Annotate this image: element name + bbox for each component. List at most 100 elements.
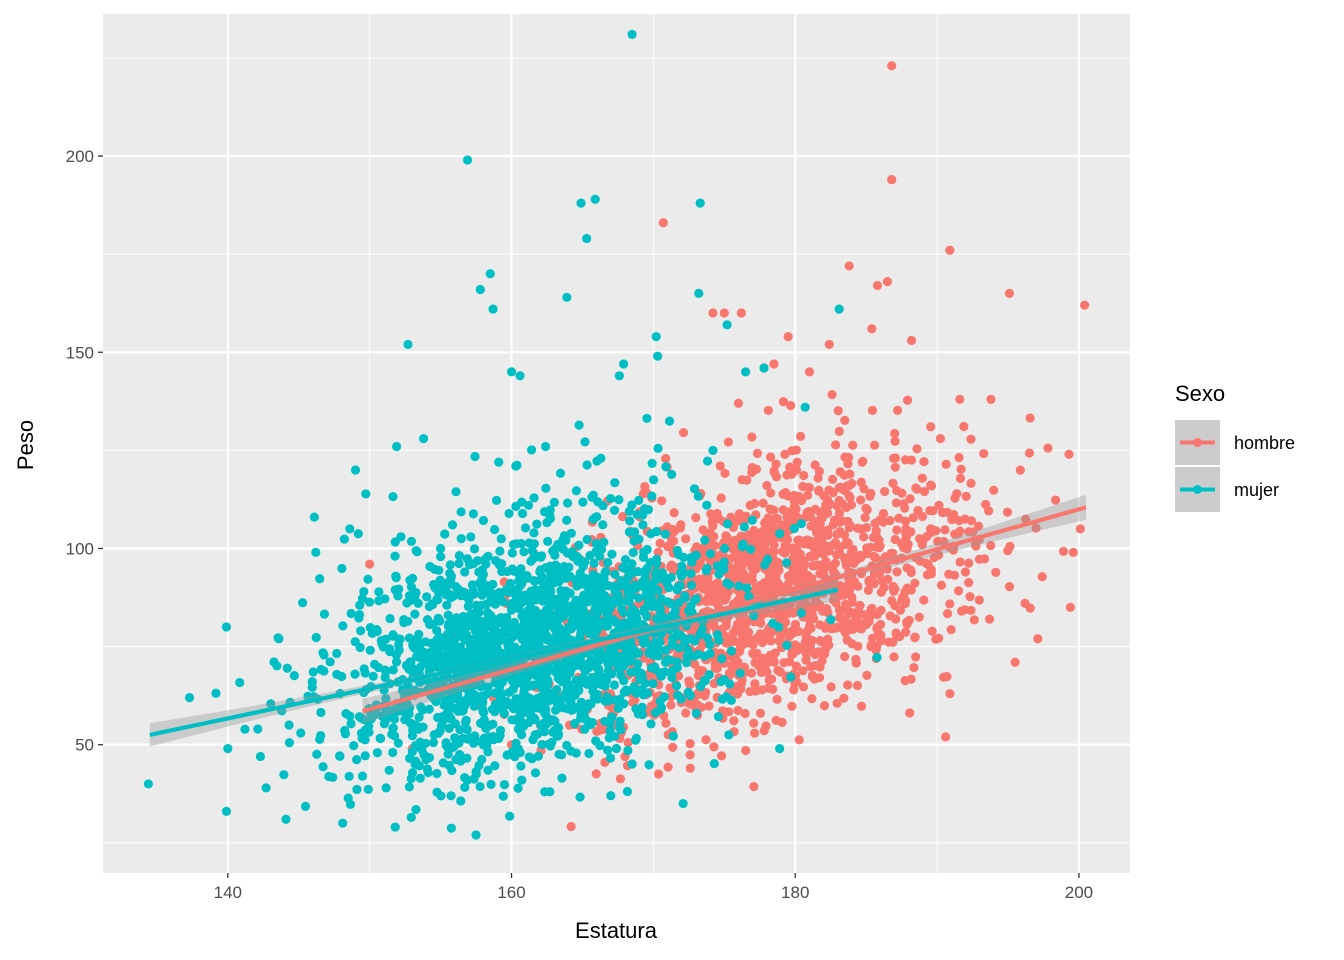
point-mujer	[614, 624, 624, 635]
point-hombre	[714, 514, 724, 524]
point-hombre	[665, 540, 675, 551]
point-mujer	[296, 728, 306, 738]
point-hombre	[761, 721, 771, 731]
point-mujer	[388, 747, 398, 758]
point-hombre	[799, 539, 810, 549]
point-mujer	[353, 529, 363, 539]
point-hombre	[902, 544, 912, 554]
point-mujer	[598, 650, 608, 660]
point-mujer	[384, 765, 394, 775]
point-hombre	[1004, 582, 1015, 592]
point-mujer	[478, 515, 489, 526]
point-mujer	[668, 731, 678, 741]
point-hombre	[931, 634, 941, 644]
point-mujer	[495, 730, 505, 741]
point-mujer	[527, 681, 538, 691]
point-mujer	[518, 621, 528, 631]
point-hombre	[831, 623, 841, 633]
point-mujer	[631, 735, 641, 745]
point-hombre	[769, 359, 779, 369]
point-mujer	[436, 690, 447, 700]
point-mujer	[450, 719, 460, 729]
point-mujer	[404, 753, 415, 763]
point-hombre	[810, 504, 820, 514]
point-hombre	[935, 433, 946, 444]
point-mujer	[399, 618, 409, 628]
point-hombre	[815, 648, 825, 658]
point-hombre	[791, 465, 802, 475]
point-mujer	[453, 584, 463, 594]
point-hombre	[715, 591, 725, 601]
point-mujer	[441, 586, 451, 596]
point-hombre	[965, 592, 975, 602]
point-mujer	[519, 669, 529, 679]
point-mujer	[529, 528, 539, 538]
point-hombre	[839, 485, 849, 495]
point-mujer	[565, 661, 575, 672]
point-hombre	[900, 516, 911, 526]
point-mujer	[672, 657, 682, 667]
point-mujer	[513, 627, 523, 637]
point-hombre	[922, 570, 933, 580]
point-hombre	[900, 503, 910, 513]
point-hombre	[653, 769, 664, 779]
point-mujer	[393, 738, 403, 748]
point-hombre	[749, 498, 760, 509]
point-mujer	[589, 692, 599, 702]
point-mujer	[315, 574, 325, 584]
point-hombre	[684, 676, 694, 686]
y-tick-label: 150	[66, 343, 94, 362]
point-hombre	[853, 581, 863, 591]
point-mujer	[405, 575, 415, 585]
point-hombre	[1005, 541, 1015, 551]
point-mujer	[372, 626, 382, 636]
point-mujer	[562, 515, 572, 525]
point-hombre	[810, 460, 820, 470]
point-hombre	[771, 572, 781, 582]
point-mujer	[345, 799, 356, 809]
point-hombre	[1025, 413, 1035, 423]
point-hombre	[777, 546, 788, 556]
point-hombre	[904, 615, 914, 625]
point-mujer	[478, 707, 489, 718]
point-mujer	[543, 536, 553, 546]
point-hombre	[840, 652, 850, 662]
point-hombre	[668, 742, 678, 752]
point-hombre	[795, 431, 806, 441]
point-mujer	[386, 710, 396, 720]
point-mujer	[361, 489, 371, 499]
point-hombre	[929, 552, 939, 563]
point-mujer	[552, 684, 562, 695]
point-mujer	[592, 572, 603, 583]
point-hombre	[689, 659, 700, 669]
point-hombre	[968, 527, 978, 537]
point-hombre	[722, 533, 733, 543]
point-mujer	[281, 814, 291, 824]
point-hombre	[1075, 524, 1085, 534]
point-mujer	[411, 804, 421, 815]
point-mujer	[642, 544, 652, 555]
point-mujer	[407, 731, 417, 741]
point-mujer	[644, 760, 654, 770]
point-mujer	[433, 639, 443, 649]
point-hombre	[756, 618, 766, 628]
point-hombre	[826, 682, 836, 692]
point-mujer	[406, 536, 417, 546]
point-mujer	[620, 554, 631, 565]
point-hombre	[890, 436, 900, 446]
point-mujer	[615, 716, 625, 726]
point-mujer	[563, 625, 573, 635]
point-mujer	[566, 528, 576, 538]
point-hombre	[840, 415, 850, 425]
point-mujer	[462, 724, 472, 735]
point-hombre	[821, 500, 831, 510]
point-mujer	[289, 671, 299, 681]
point-mujer	[589, 618, 599, 629]
point-hombre	[746, 554, 756, 564]
point-hombre	[764, 626, 774, 636]
point-hombre	[974, 595, 984, 605]
point-mujer	[646, 663, 657, 673]
legend-item-hombre: hombre	[1175, 420, 1295, 465]
point-mujer	[279, 770, 289, 780]
point-hombre	[661, 454, 671, 464]
